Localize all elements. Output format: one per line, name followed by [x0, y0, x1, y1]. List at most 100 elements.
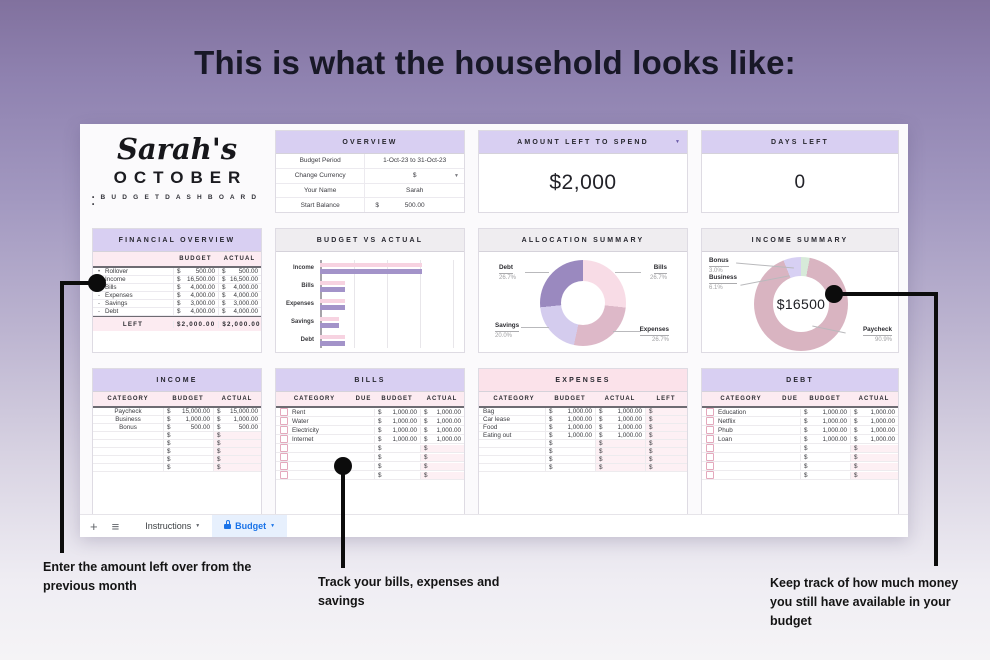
actual-cell[interactable]: $ 1,000.00 — [420, 435, 464, 443]
financial-overview-row[interactable]: - Expenses $ 4,000.00 $ 4,000.00 — [93, 292, 261, 300]
income-row[interactable]: Paycheck $ 15,000.00 $ 15,000.00 — [93, 408, 261, 416]
overview-row-value[interactable]: $ 500.00 — [365, 198, 464, 212]
category-cell[interactable] — [276, 453, 353, 461]
budget-cell[interactable]: $ 1,000.00 — [374, 426, 420, 434]
budget-cell[interactable]: $ 4,000.00 — [173, 284, 218, 291]
expenses-row[interactable]: Bag $ 1,000.00 $ 1,000.00 $ — [479, 408, 687, 416]
actual-cell[interactable]: $ 1,000.00 — [595, 432, 645, 439]
category-cell[interactable]: Paycheck — [114, 408, 142, 415]
actual-cell[interactable]: $ — [850, 444, 898, 452]
budget-cell[interactable]: $ — [545, 440, 595, 447]
amount-left-value[interactable]: $2,000 — [549, 171, 617, 194]
overview-row[interactable]: Your Name Sarah — [276, 183, 464, 199]
overview-title[interactable]: OVERVIEW — [276, 131, 464, 154]
days-left-title[interactable]: DAYS LEFT — [702, 131, 898, 154]
checkbox[interactable] — [706, 435, 714, 443]
dropdown-arrow-icon[interactable]: ▼ — [675, 139, 680, 145]
checkbox[interactable] — [280, 462, 288, 470]
budget-cell[interactable]: $ — [374, 471, 420, 479]
checkbox[interactable] — [706, 444, 714, 452]
overview-row-value[interactable]: 1-Oct-23 to 31-Oct-23 — [365, 154, 464, 168]
overview-row-value[interactable]: Sarah — [365, 184, 464, 198]
actual-cell[interactable]: $ 1,000.00 — [850, 408, 898, 416]
income-summary-title[interactable]: INCOME SUMMARY — [702, 229, 898, 252]
category-cell[interactable]: Loan — [702, 435, 780, 443]
overview-row[interactable]: Change Currency $ ▼ — [276, 168, 464, 184]
actual-cell[interactable]: $ — [420, 444, 464, 452]
category-cell[interactable]: Bag — [483, 408, 495, 415]
expenses-row[interactable]: Food $ 1,000.00 $ 1,000.00 $ — [479, 424, 687, 432]
bills-table-title[interactable]: BILLS — [276, 369, 464, 392]
actual-cell[interactable]: $ — [213, 440, 261, 447]
expenses-row[interactable]: $ $ $ — [479, 464, 687, 472]
allocation-summary-title[interactable]: ALLOCATION SUMMARY — [479, 229, 687, 252]
budget-cell[interactable]: $ — [374, 453, 420, 461]
budget-cell[interactable]: $ 4,000.00 — [173, 308, 218, 315]
category-cell[interactable] — [276, 444, 353, 452]
budget-cell[interactable]: $ 16,500.00 — [173, 276, 218, 283]
budget-cell[interactable]: $ — [163, 464, 213, 471]
checkbox[interactable] — [280, 453, 288, 461]
income-donut-chart[interactable]: $16500 Bonus 3.0% Business 6.1% — [702, 252, 898, 352]
budget-vs-actual-title[interactable]: BUDGET VS ACTUAL — [276, 229, 464, 252]
debt-row[interactable]: $ $ — [702, 462, 898, 471]
checkbox[interactable] — [706, 408, 714, 416]
actual-cell[interactable]: $ 1,000.00 — [420, 417, 464, 425]
income-row[interactable]: $ $ — [93, 432, 261, 440]
actual-cell[interactable]: $ — [850, 453, 898, 461]
income-row[interactable]: Bonus $ 500.00 $ 500.00 — [93, 424, 261, 432]
budget-cell[interactable]: $ 500.00 — [173, 268, 218, 275]
budget-cell[interactable]: $ 500.00 — [163, 424, 213, 431]
debt-row[interactable]: Education $ 1,000.00 $ 1,000.00 — [702, 408, 898, 417]
expenses-row[interactable]: $ $ $ — [479, 448, 687, 456]
checkbox[interactable] — [706, 453, 714, 461]
category-cell[interactable]: Bonus — [119, 424, 137, 431]
actual-cell[interactable]: $ — [213, 432, 261, 439]
add-sheet-button[interactable]: + — [90, 518, 98, 534]
actual-cell[interactable]: $ 1,000.00 — [850, 417, 898, 425]
actual-cell[interactable]: $ 4,000.00 — [218, 292, 261, 299]
financial-overview-row[interactable]: - Debt $ 4,000.00 $ 4,000.00 — [93, 308, 261, 316]
budget-cell[interactable]: $ 1,000.00 — [800, 417, 850, 425]
category-cell[interactable]: Electricity — [276, 426, 353, 434]
tab-budget[interactable]: Budget ▼ — [212, 515, 288, 537]
checkbox[interactable] — [280, 426, 288, 434]
budget-cell[interactable]: $ — [800, 444, 850, 452]
budget-cell[interactable]: $ — [374, 462, 420, 470]
category-cell[interactable]: Food — [483, 424, 498, 431]
bills-row[interactable]: Electricity $ 1,000.00 $ 1,000.00 — [276, 426, 464, 435]
actual-cell[interactable]: $ — [420, 453, 464, 461]
actual-cell[interactable]: $ 1,000.00 — [595, 408, 645, 415]
category-cell[interactable] — [276, 471, 353, 479]
checkbox[interactable] — [280, 444, 288, 452]
actual-cell[interactable]: $ 4,000.00 — [218, 308, 261, 315]
financial-overview-row[interactable]: • Rollover $ 500.00 $ 500.00 — [93, 268, 261, 276]
all-sheets-menu-icon[interactable]: ≡ — [111, 518, 120, 534]
category-cell[interactable]: Car lease — [483, 416, 510, 423]
budget-cell[interactable]: $ — [545, 464, 595, 471]
actual-cell[interactable]: $ — [213, 464, 261, 471]
actual-cell[interactable]: $ — [420, 462, 464, 470]
expenses-table-title[interactable]: EXPENSES — [479, 369, 687, 392]
category-cell[interactable] — [702, 444, 780, 452]
overview-row[interactable]: Budget Period 1-Oct-23 to 31-Oct-23 — [276, 154, 464, 169]
actual-cell[interactable]: $ — [595, 448, 645, 455]
checkbox[interactable] — [280, 471, 288, 479]
income-table-title[interactable]: INCOME — [93, 369, 261, 392]
actual-cell[interactable]: $ 500.00 — [218, 268, 261, 275]
budget-cell[interactable]: $ 1,000.00 — [800, 408, 850, 416]
actual-cell[interactable]: $ 500.00 — [213, 424, 261, 431]
category-cell[interactable]: Internet — [276, 435, 353, 443]
left-cell[interactable]: $ — [645, 464, 687, 471]
income-row[interactable]: $ $ — [93, 440, 261, 448]
actual-cell[interactable]: $ — [595, 456, 645, 463]
income-row[interactable]: $ $ — [93, 456, 261, 464]
budget-cell[interactable]: $ 1,000.00 — [374, 408, 420, 416]
days-left-value[interactable]: 0 — [794, 172, 806, 193]
overview-row[interactable]: Start Balance $ 500.00 — [276, 198, 464, 212]
category-cell[interactable]: Education — [702, 408, 780, 416]
checkbox[interactable] — [280, 408, 288, 416]
budget-cell[interactable]: $ — [163, 432, 213, 439]
budget-cell[interactable]: $ — [545, 448, 595, 455]
category-cell[interactable]: Phub — [702, 426, 780, 434]
